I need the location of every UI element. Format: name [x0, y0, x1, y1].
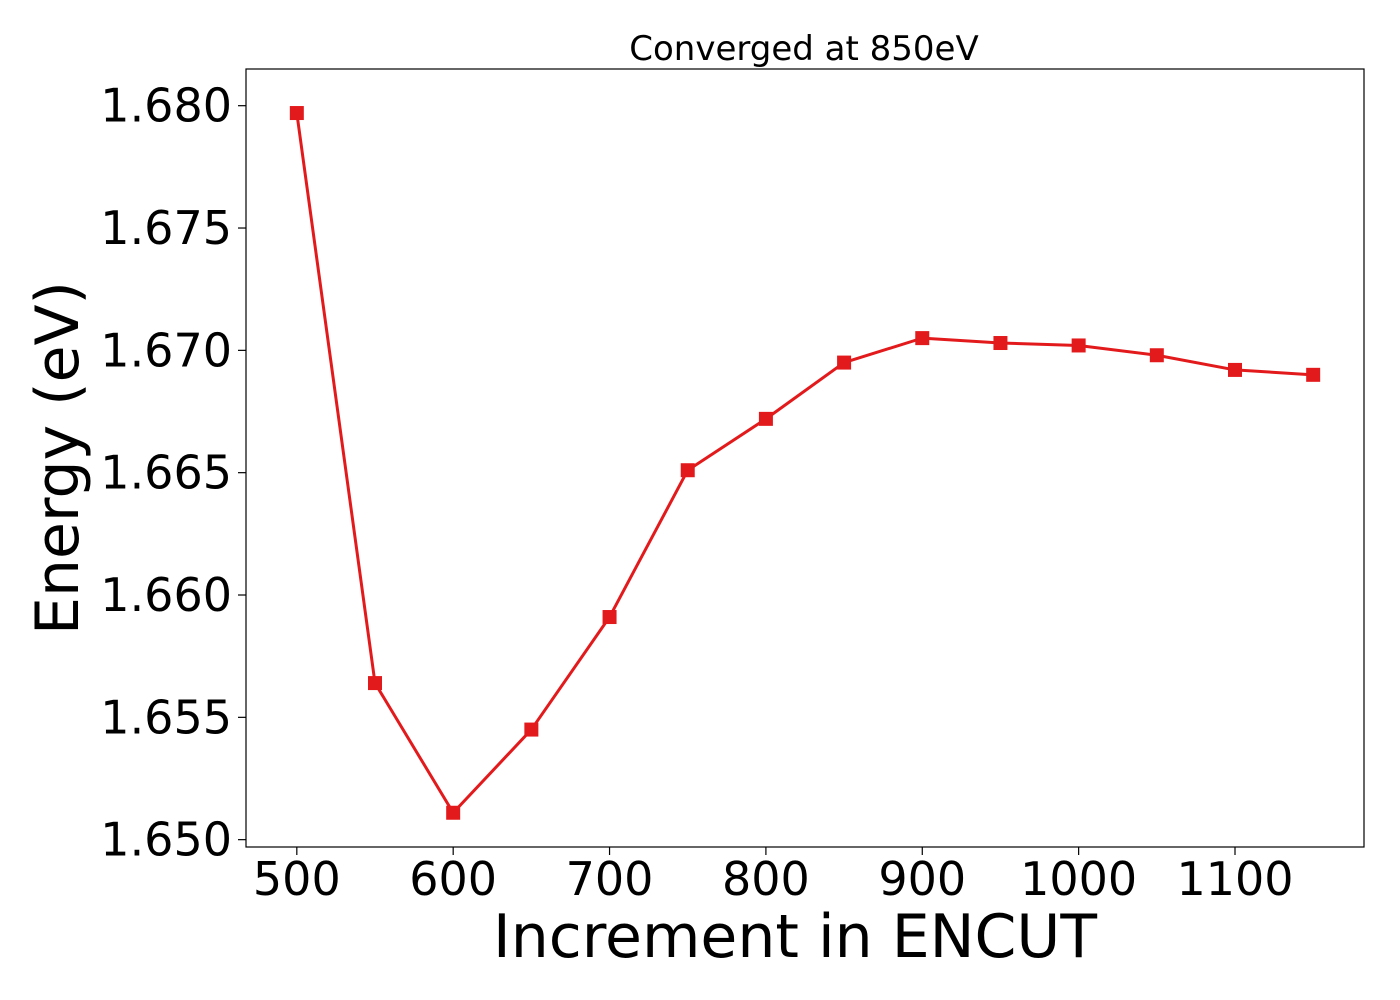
data-point-marker — [1071, 338, 1086, 353]
data-point-marker — [602, 610, 617, 625]
data-point-marker — [915, 331, 930, 346]
y-tick-label: 1.675 — [100, 201, 232, 255]
x-axis-ticks: 500 600 700 800 900 1000 1100 — [253, 847, 1294, 906]
data-point-marker — [289, 106, 304, 121]
y-tick-label: 1.665 — [100, 446, 232, 500]
data-point-marker — [837, 355, 852, 370]
series-layer — [289, 106, 1321, 820]
x-tick-label: 700 — [566, 852, 654, 906]
x-tick-label: 600 — [409, 852, 497, 906]
y-tick-label: 1.660 — [100, 568, 232, 622]
chart-title: Converged at 850eV — [629, 29, 978, 69]
y-tick-label: 1.670 — [100, 323, 232, 377]
x-tick-label: 800 — [722, 852, 810, 906]
x-tick-label: 1100 — [1176, 852, 1293, 906]
data-point-marker — [446, 805, 461, 820]
data-point-marker — [1149, 348, 1164, 363]
data-point-marker — [758, 411, 773, 426]
y-tick-label: 1.655 — [100, 690, 232, 744]
data-point-marker — [1228, 362, 1242, 377]
y-tick-label: 1.650 — [100, 813, 232, 867]
data-point-marker — [993, 336, 1008, 351]
y-axis-ticks: 1.650 1.655 1.660 1.665 1.670 1.675 1.680 — [100, 79, 246, 867]
y-axis-label: Energy (eV) — [23, 281, 93, 635]
plot-frame — [245, 68, 1365, 848]
series-line — [295, 112, 1314, 815]
x-tick-label: 1000 — [1020, 852, 1137, 906]
x-tick-label: 900 — [878, 852, 966, 906]
data-point-marker — [368, 676, 382, 691]
x-tick-label: 500 — [253, 852, 341, 906]
y-tick-label: 1.680 — [100, 79, 232, 133]
data-point-marker — [524, 722, 539, 737]
data-point-marker — [680, 463, 695, 478]
data-point-marker — [1306, 367, 1321, 382]
x-axis-label: Increment in ENCUT — [493, 902, 1097, 972]
